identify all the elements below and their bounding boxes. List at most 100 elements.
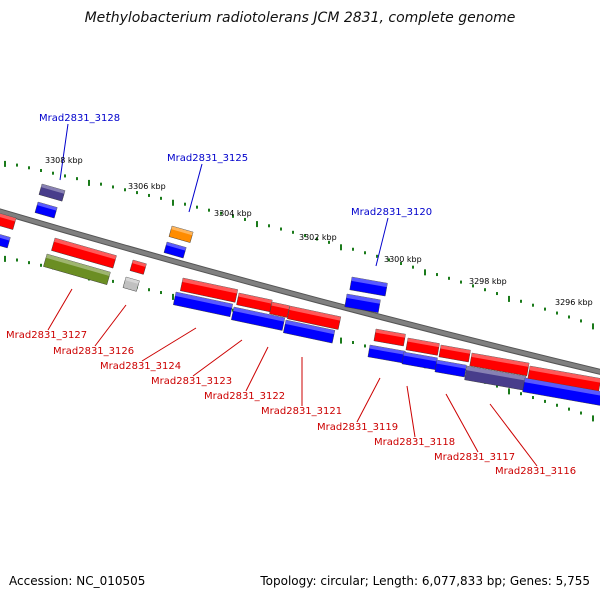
tick-dot bbox=[364, 251, 366, 255]
gene-label-3123[interactable]: Mrad2831_3123 bbox=[151, 376, 232, 387]
gene-3127-shine bbox=[53, 238, 117, 260]
tick-dot bbox=[148, 193, 150, 197]
gene-3126a-shine bbox=[132, 260, 147, 268]
gene-blue-3128b-shine bbox=[37, 202, 58, 211]
tick-dot bbox=[196, 205, 198, 209]
tick-dot bbox=[568, 315, 570, 319]
tick-dot bbox=[496, 292, 498, 296]
tick-dot bbox=[352, 247, 354, 251]
gene-3120-shine bbox=[351, 277, 388, 288]
tick-dot bbox=[568, 407, 570, 411]
gene-label-3124[interactable]: Mrad2831_3124 bbox=[100, 361, 181, 372]
tick-label-3306: 3306 kbp bbox=[128, 182, 166, 191]
gene-3126b-body bbox=[122, 276, 140, 292]
tick-dot bbox=[124, 188, 126, 192]
tick-dot bbox=[544, 399, 546, 403]
gene-red-left bbox=[0, 211, 17, 230]
gene-blue-e bbox=[401, 351, 438, 370]
tick-dot bbox=[160, 196, 162, 200]
gene-3126a-body bbox=[129, 259, 147, 275]
tick-label-3300: 3300 kbp bbox=[384, 255, 422, 264]
gene-blue-a-body bbox=[173, 291, 233, 318]
gene-label-3117[interactable]: Mrad2831_3117 bbox=[434, 452, 515, 463]
tick-dot bbox=[340, 244, 342, 251]
tick-dot bbox=[460, 280, 462, 284]
gene-blue-f-body bbox=[434, 359, 467, 378]
leader-3118 bbox=[406, 385, 416, 438]
gene-label-3121[interactable]: Mrad2831_3121 bbox=[261, 406, 342, 417]
leader-3127 bbox=[47, 288, 73, 331]
tick-dot bbox=[592, 323, 594, 330]
tick-dot bbox=[280, 227, 282, 231]
tick-dot bbox=[232, 214, 234, 218]
tick-dot bbox=[532, 396, 534, 400]
tick-label-3304: 3304 kbp bbox=[214, 209, 252, 218]
gene-3118-shine bbox=[407, 338, 440, 348]
tick-dot bbox=[544, 307, 546, 311]
gene-3122-shine bbox=[271, 302, 290, 310]
gene-blue-f-shine bbox=[436, 360, 467, 369]
leader-3117 bbox=[445, 393, 479, 453]
gene-3122 bbox=[269, 301, 290, 318]
gene-label-3120[interactable]: Mrad2831_3120 bbox=[351, 207, 432, 218]
gene-label-3119[interactable]: Mrad2831_3119 bbox=[317, 422, 398, 433]
tick-dot bbox=[364, 344, 366, 348]
leader-3116 bbox=[489, 403, 538, 467]
gene-3125b-shine bbox=[166, 241, 187, 251]
gene-label-3118[interactable]: Mrad2831_3118 bbox=[374, 437, 455, 448]
tick-dot bbox=[148, 288, 150, 292]
gene-label-3125[interactable]: Mrad2831_3125 bbox=[167, 153, 248, 164]
tick-dot bbox=[232, 308, 234, 312]
tick-dot bbox=[520, 392, 522, 396]
gene-3128 bbox=[38, 183, 66, 202]
tick-dot bbox=[292, 230, 294, 234]
leader-3128 bbox=[59, 123, 69, 181]
tick-dot bbox=[580, 319, 582, 323]
tick-dot bbox=[532, 303, 534, 307]
tick-dot bbox=[112, 279, 114, 283]
tick-dot bbox=[220, 211, 222, 215]
tick-dot bbox=[112, 185, 114, 189]
gene-blue-a-shine bbox=[175, 292, 233, 308]
tick-dot bbox=[4, 160, 6, 167]
gene-label-3122[interactable]: Mrad2831_3122 bbox=[204, 391, 285, 402]
tick-dot bbox=[556, 403, 558, 407]
gene-label-3128[interactable]: Mrad2831_3128 bbox=[39, 113, 120, 124]
gene-3121-shine bbox=[289, 306, 341, 321]
tick-dot bbox=[88, 179, 90, 186]
gene-3122-body bbox=[269, 301, 290, 318]
gene-label-3126[interactable]: Mrad2831_3126 bbox=[53, 346, 134, 357]
tick-dot bbox=[412, 265, 414, 269]
gene-3121 bbox=[287, 305, 342, 330]
gene-3120 bbox=[349, 276, 388, 297]
gene-olive-body bbox=[43, 253, 111, 285]
tick-dot bbox=[52, 171, 54, 175]
gene-blue-right-shine bbox=[524, 378, 600, 397]
gene-3120b-shine bbox=[346, 294, 381, 304]
gene-label-3116[interactable]: Mrad2831_3116 bbox=[495, 466, 576, 477]
tick-dot bbox=[136, 191, 138, 195]
tick-dot bbox=[244, 217, 246, 221]
gene-label-3127[interactable]: Mrad2831_3127 bbox=[6, 330, 87, 341]
gene-3125-body bbox=[168, 225, 194, 243]
gene-3117 bbox=[438, 344, 471, 363]
gene-3116 bbox=[469, 352, 530, 377]
gene-3121-body bbox=[287, 305, 342, 330]
tick-dot bbox=[580, 411, 582, 415]
tick-dot bbox=[100, 182, 102, 186]
genome-backbone bbox=[0, 208, 600, 375]
tick-dot bbox=[16, 258, 18, 262]
backbone-line bbox=[0, 209, 600, 374]
leader-3120 bbox=[375, 217, 389, 267]
gene-3120b-body bbox=[344, 293, 381, 313]
tick-dot bbox=[328, 240, 330, 244]
gene-3125b-body bbox=[163, 241, 187, 259]
leader-3119 bbox=[356, 377, 381, 423]
gene-blue-e-shine bbox=[403, 352, 438, 362]
tick-dot bbox=[64, 174, 66, 178]
gene-3124-body bbox=[180, 277, 239, 303]
leader-3122 bbox=[245, 346, 269, 392]
gene-blue-c-shine bbox=[285, 320, 335, 335]
gene-blue-left bbox=[0, 232, 11, 249]
gene-3123-shine bbox=[238, 293, 273, 304]
